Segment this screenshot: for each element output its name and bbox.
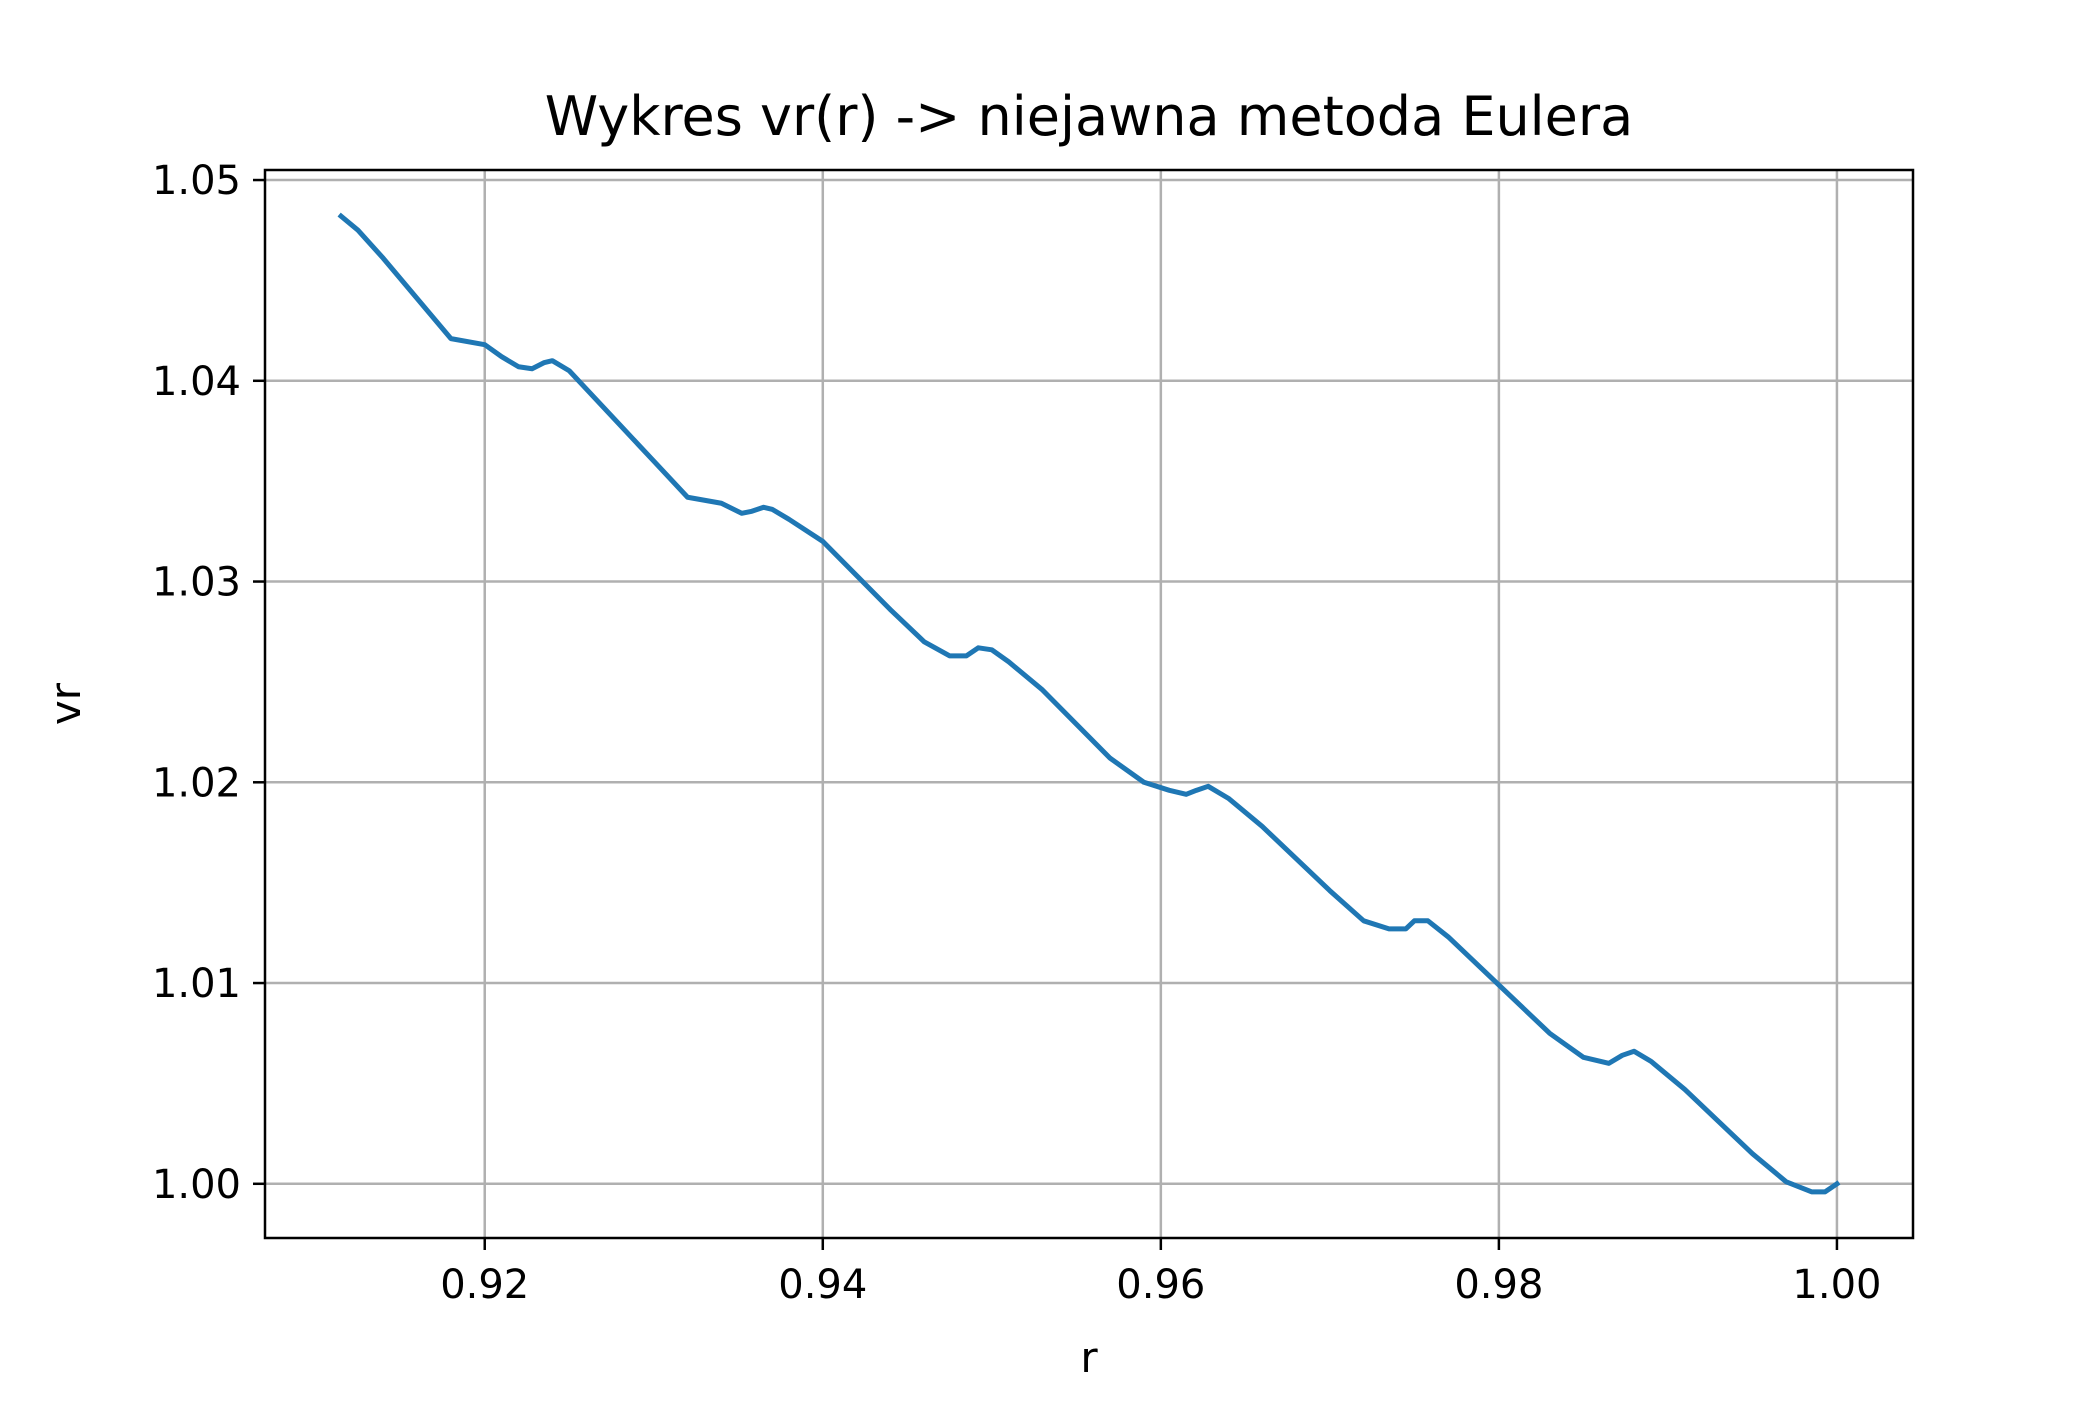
x-axis-label: r xyxy=(1080,1333,1098,1382)
y-tick-labels: 1.00 1.01 1.02 1.03 1.04 1.05 xyxy=(152,158,241,1208)
tick-marks xyxy=(253,178,1839,1250)
y-tick-label: 1.05 xyxy=(152,158,241,204)
y-tick-label: 1.04 xyxy=(152,359,241,405)
x-tick-label: 0.92 xyxy=(440,1262,529,1308)
chart-title: Wykres vr(r) -> niejawna metoda Eulera xyxy=(545,85,1633,148)
y-tick-label: 1.00 xyxy=(152,1162,241,1208)
y-tick-label: 1.02 xyxy=(152,760,241,806)
y-axis-label: vr xyxy=(41,682,90,725)
x-tick-label: 0.96 xyxy=(1116,1262,1205,1308)
y-tick-label: 1.03 xyxy=(152,560,241,606)
x-tick-labels: 0.92 0.94 0.96 0.98 1.00 xyxy=(440,1262,1881,1308)
series-line xyxy=(337,212,1841,1195)
series-layer xyxy=(337,212,1841,1195)
x-tick-label: 1.00 xyxy=(1792,1262,1881,1308)
y-tick-label: 1.01 xyxy=(152,961,241,1007)
grid-lines xyxy=(265,170,1913,1238)
x-tick-label: 0.94 xyxy=(778,1262,867,1308)
plot-frame xyxy=(263,168,1915,1240)
x-tick-label: 0.98 xyxy=(1454,1262,1543,1308)
